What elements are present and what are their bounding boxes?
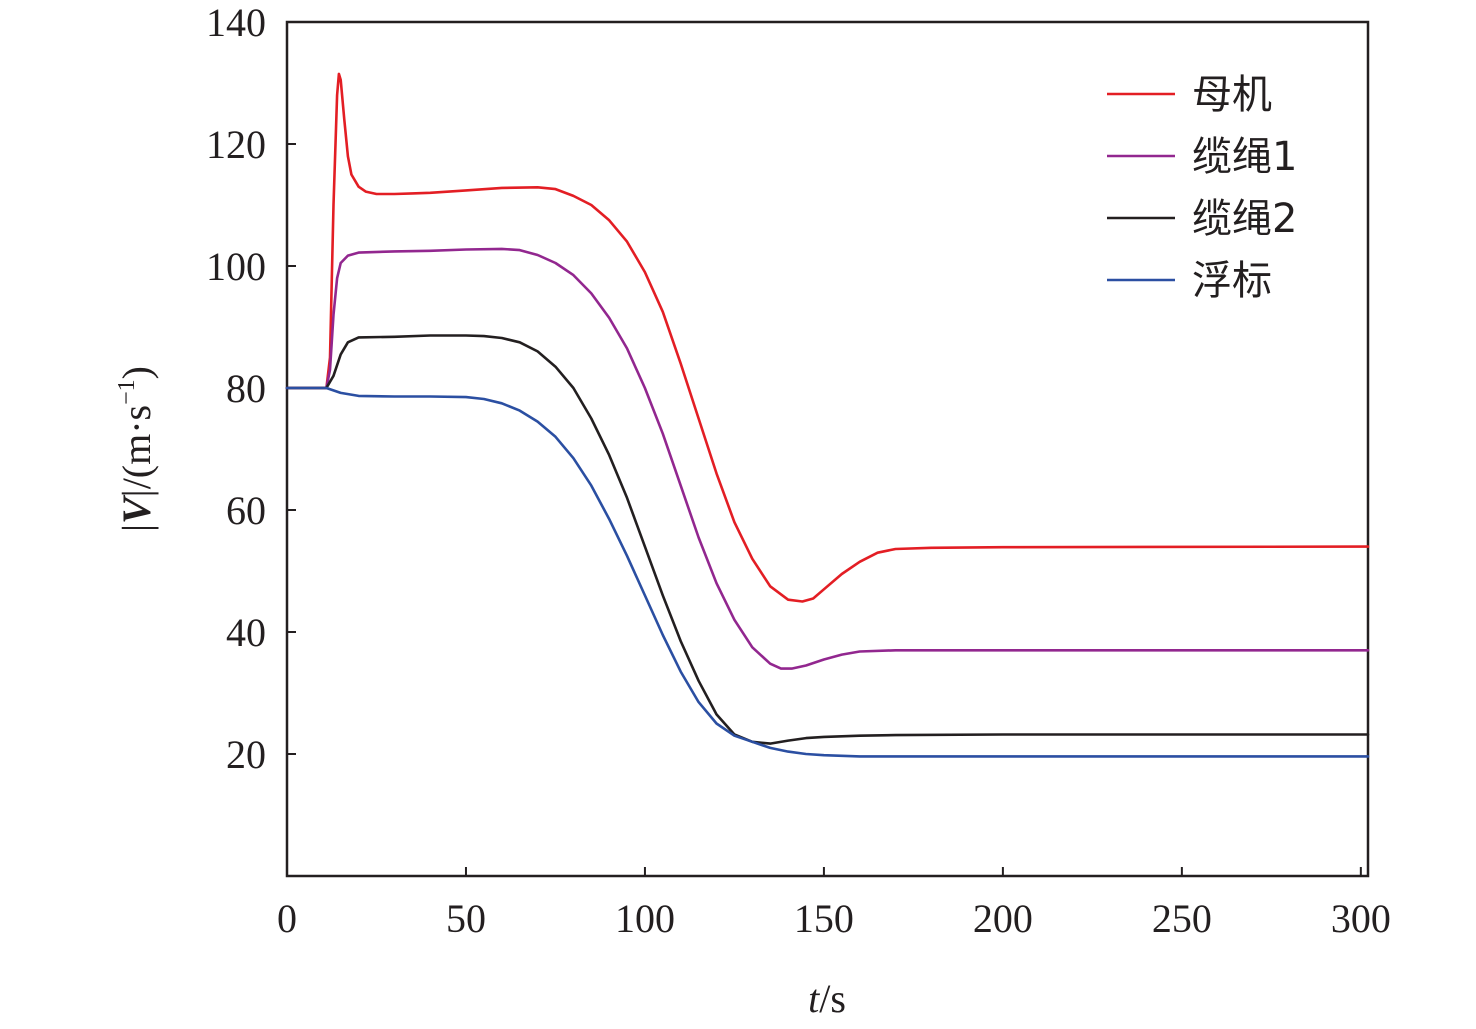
series-lines: [285, 72, 1370, 758]
legend-label-3: 缆绳2: [1192, 196, 1297, 242]
x-axis-title: t/s: [808, 976, 846, 1021]
y-axis-title: |V|/(m·s−1): [114, 366, 159, 532]
legend-label-2: 缆绳1: [1192, 134, 1297, 180]
y-tick-label: 100: [206, 244, 266, 289]
x-tick-label: 0: [277, 896, 297, 941]
series-line-3: [285, 334, 1370, 745]
series-line-2: [285, 247, 1370, 670]
plot-frame: [285, 20, 1370, 878]
series-line-1: [285, 72, 1370, 603]
y-tick-label: 60: [226, 488, 266, 533]
series-line-4: [285, 386, 1370, 758]
legend-label-1: 母机: [1192, 72, 1272, 118]
x-tick-label: 300: [1331, 896, 1391, 941]
x-tick-label: 100: [615, 896, 675, 941]
y-tick-label: 80: [226, 366, 266, 411]
x-axis-ticks: 0 50 100 150 200 250 300: [277, 867, 1391, 941]
x-tick-label: 50: [446, 896, 486, 941]
x-tick-label: 200: [973, 896, 1033, 941]
y-axis-ticks: 20 40 60 80 100 120 140: [206, 0, 296, 777]
legend-label-4: 浮标: [1192, 258, 1272, 304]
y-tick-label: 20: [226, 732, 266, 777]
y-tick-label: 140: [206, 0, 266, 45]
y-tick-label: 120: [206, 122, 266, 167]
y-tick-label: 40: [226, 610, 266, 655]
x-tick-label: 250: [1152, 896, 1212, 941]
x-tick-label: 150: [794, 896, 854, 941]
